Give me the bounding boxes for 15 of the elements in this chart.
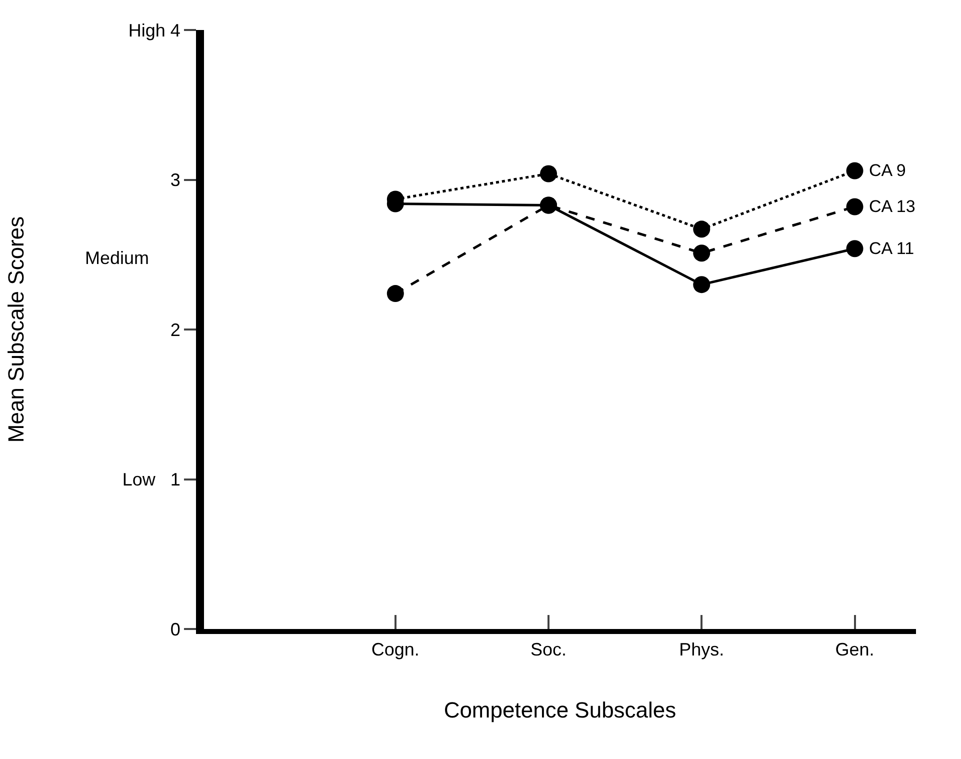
y-tick-label: High 4: [128, 20, 180, 40]
y-axis-title: Mean Subscale Scores: [4, 216, 29, 443]
y-tick-label: 0: [170, 619, 180, 640]
series-label: CA 13: [869, 197, 916, 216]
y-tick-label: Low 1: [122, 470, 180, 490]
y-tick-label: 2: [170, 320, 180, 340]
x-tick-label: Gen.: [835, 640, 874, 660]
x-axis-title: Competence Subscales: [444, 698, 676, 722]
series-label: CA 9: [869, 161, 906, 180]
x-tick-label: Phys.: [679, 640, 724, 660]
x-tick-label: Soc.: [530, 640, 567, 660]
series-label: CA 11: [869, 239, 914, 258]
x-tick-label: Cogn.: [371, 640, 420, 660]
text: Medium: [85, 248, 150, 268]
y-tick-label: 3: [170, 170, 180, 190]
